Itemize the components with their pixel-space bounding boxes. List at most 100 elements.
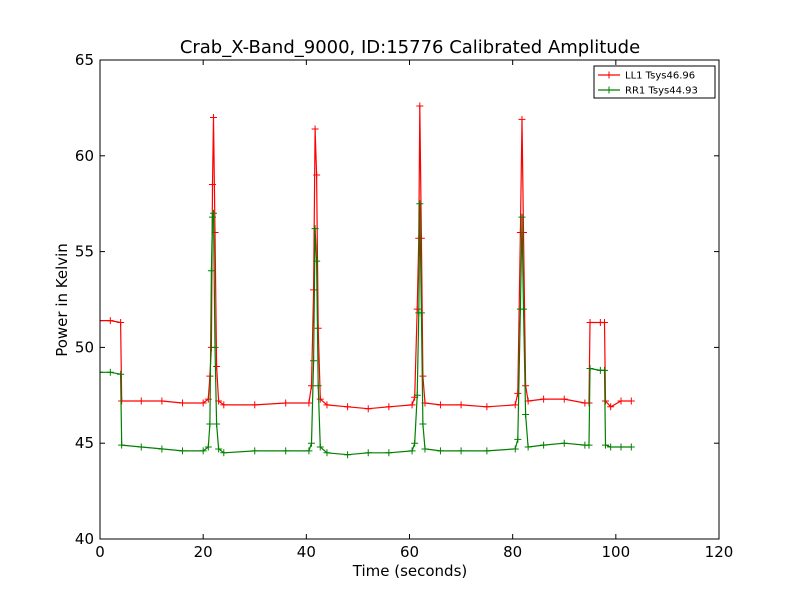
y-tick-label: 60	[75, 147, 94, 165]
data-point	[511, 401, 519, 409]
data-point	[100, 317, 104, 325]
data-point	[617, 443, 625, 451]
data-point	[313, 257, 321, 265]
series-line	[100, 203, 632, 456]
data-point	[209, 209, 217, 217]
data-point	[118, 397, 126, 405]
data-point	[137, 443, 145, 451]
data-point	[457, 401, 465, 409]
data-point	[344, 403, 352, 411]
data-point	[117, 370, 125, 378]
data-point	[483, 403, 491, 411]
x-tick-label: 100	[602, 543, 631, 561]
data-point	[251, 401, 259, 409]
data-point	[560, 395, 568, 403]
x-tick-label: 20	[194, 543, 213, 561]
data-point	[408, 447, 416, 455]
data-point	[313, 171, 321, 179]
data-point	[600, 318, 608, 326]
data-point	[385, 449, 393, 457]
data-point	[118, 441, 126, 449]
data-point	[411, 439, 419, 447]
data-point	[514, 435, 522, 443]
plot-frame	[99, 59, 720, 540]
data-point	[364, 405, 372, 413]
data-point	[417, 309, 425, 317]
data-point	[179, 399, 187, 407]
data-point	[323, 401, 331, 409]
data-point	[220, 401, 228, 409]
data-point	[585, 441, 593, 449]
data-point	[519, 305, 527, 313]
chart-title: Crab_X-Band_9000, ID:15776 Calibrated Am…	[180, 37, 640, 58]
legend-marker	[605, 71, 613, 79]
data-point	[416, 102, 424, 110]
data-point	[323, 449, 331, 457]
series-line	[100, 105, 632, 410]
data-point	[208, 181, 216, 189]
data-point	[106, 317, 114, 325]
x-tick-label: 40	[297, 543, 316, 561]
data-point	[106, 368, 114, 376]
series-1	[100, 102, 635, 413]
data-point	[511, 445, 519, 453]
x-tick-label: 60	[400, 543, 419, 561]
legend-marker	[605, 86, 613, 94]
x-tick-label: 120	[705, 543, 734, 561]
data-point	[100, 368, 104, 376]
data-point	[314, 382, 322, 390]
data-point	[421, 445, 429, 453]
data-point	[307, 439, 315, 447]
data-point	[179, 447, 187, 455]
y-tick-label: 65	[75, 51, 94, 69]
data-point	[457, 447, 465, 455]
x-tick-label: 0	[95, 543, 105, 561]
data-point	[413, 391, 421, 399]
plot-area	[100, 102, 635, 459]
legend: LL1 Tsys46.96 RR1 Tsys44.93	[593, 65, 716, 99]
data-point	[483, 447, 491, 455]
data-point	[419, 372, 427, 380]
data-point	[436, 401, 444, 409]
data-point	[344, 451, 352, 459]
data-point	[316, 395, 324, 403]
data-point	[213, 420, 221, 428]
legend-label: RR1 Tsys44.93	[625, 86, 698, 97]
data-point	[408, 401, 416, 409]
data-point	[436, 447, 444, 455]
data-point	[158, 397, 166, 405]
y-tick-label: 40	[75, 530, 94, 548]
data-point	[282, 447, 290, 455]
data-point	[310, 286, 318, 294]
x-tick-label: 80	[503, 543, 522, 561]
data-point	[602, 441, 610, 449]
data-point	[540, 395, 548, 403]
data-point	[204, 443, 212, 451]
data-point	[540, 441, 548, 449]
data-point	[416, 200, 424, 208]
data-point	[209, 113, 217, 121]
data-point	[627, 397, 635, 405]
data-point	[213, 363, 221, 371]
y-tick-label: 55	[75, 243, 94, 261]
axes: 0 20 40 60 80 100 120 40 45 50 55 60 65	[75, 51, 733, 561]
data-point	[211, 343, 219, 351]
data-point	[137, 397, 145, 405]
data-point	[158, 445, 166, 453]
data-point	[522, 410, 530, 418]
y-tick-label: 45	[75, 434, 94, 452]
data-point	[600, 366, 608, 374]
data-point	[215, 445, 223, 453]
data-point	[617, 397, 625, 405]
data-point	[251, 447, 259, 455]
data-point	[519, 228, 527, 236]
data-point	[307, 382, 315, 390]
data-point	[627, 443, 635, 451]
data-point	[311, 225, 319, 233]
series-2	[100, 200, 635, 459]
data-point	[316, 443, 324, 451]
data-point	[117, 318, 125, 326]
data-point	[413, 305, 421, 313]
data-point	[314, 324, 322, 332]
data-point	[524, 443, 532, 451]
